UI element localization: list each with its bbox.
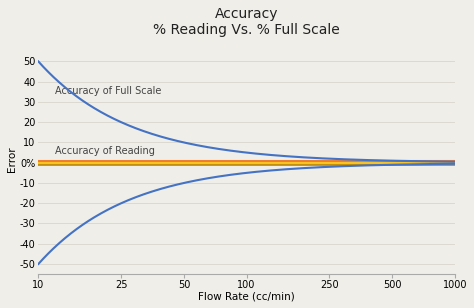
Title: Accuracy
% Reading Vs. % Full Scale: Accuracy % Reading Vs. % Full Scale (153, 7, 340, 37)
Y-axis label: Error: Error (7, 147, 17, 172)
X-axis label: Flow Rate (cc/min): Flow Rate (cc/min) (198, 291, 295, 301)
Text: Accuracy of Reading: Accuracy of Reading (55, 146, 155, 156)
Text: Accuracy of Full Scale: Accuracy of Full Scale (55, 86, 161, 96)
